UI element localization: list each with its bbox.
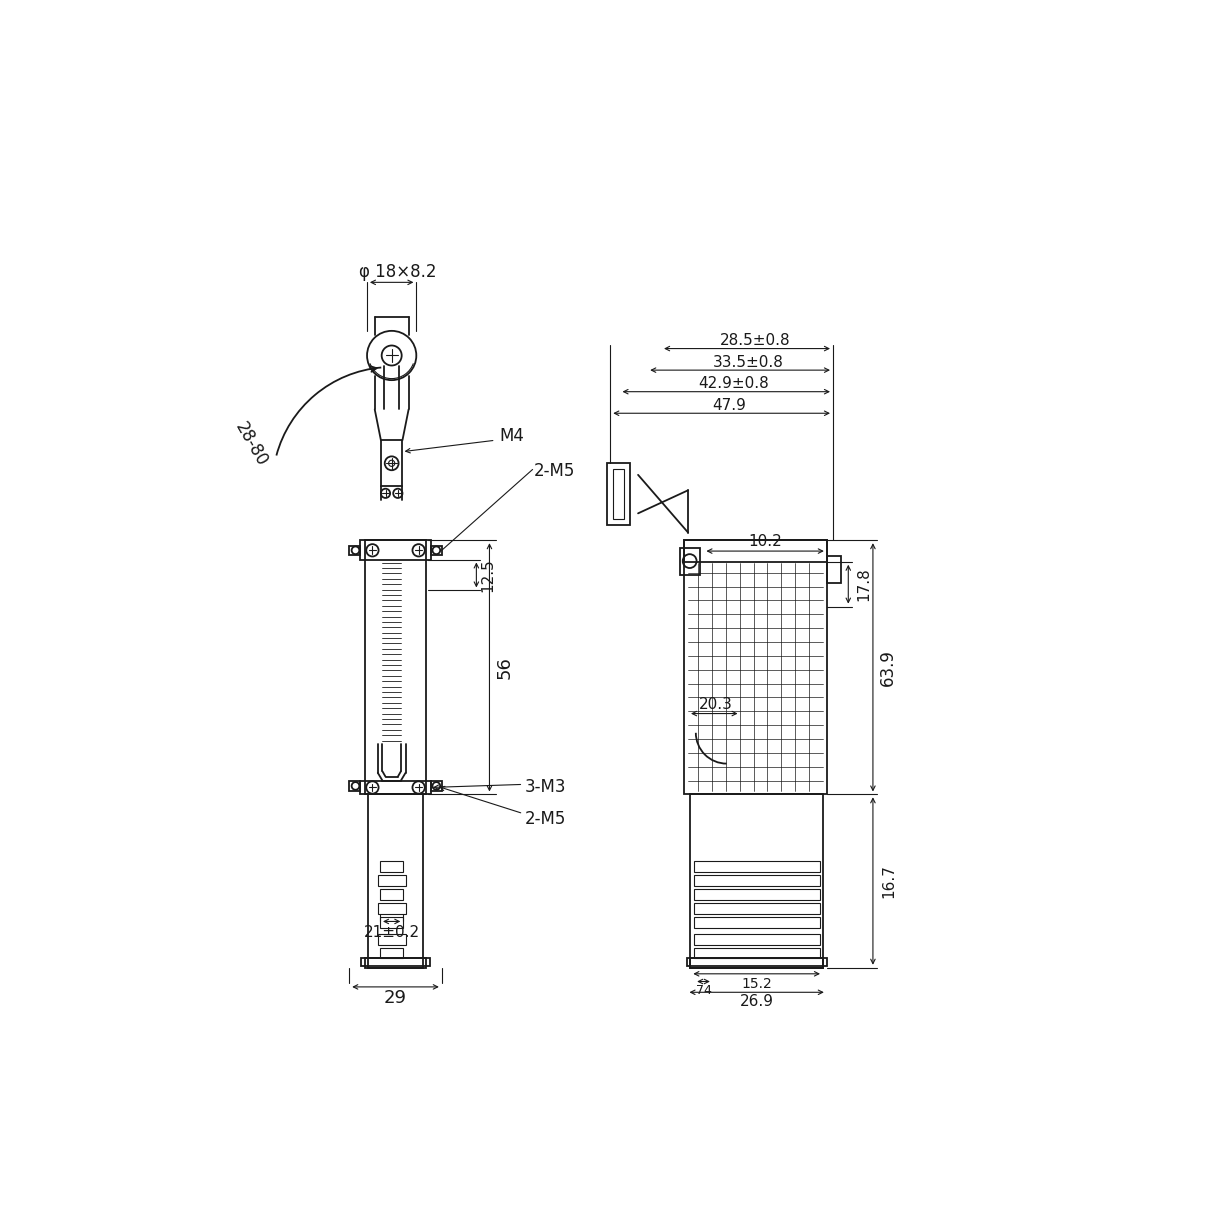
Bar [380, 916, 403, 927]
Text: 47.9: 47.9 [712, 399, 747, 413]
Text: 29: 29 [384, 989, 407, 1006]
Text: 28.5±0.8: 28.5±0.8 [720, 333, 790, 348]
Bar [694, 903, 819, 914]
Bar [690, 795, 823, 968]
Text: 2-M5: 2-M5 [525, 811, 566, 828]
Bar [430, 546, 442, 555]
Text: 12.5: 12.5 [481, 558, 496, 592]
Text: 2-M5: 2-M5 [534, 462, 576, 480]
Bar [365, 958, 427, 968]
Text: 21±0.2: 21±0.2 [364, 925, 419, 940]
Text: 56: 56 [496, 656, 514, 679]
Text: 26.9: 26.9 [739, 994, 774, 1009]
Bar [349, 546, 360, 555]
Text: 74: 74 [696, 984, 711, 998]
Bar [686, 958, 827, 966]
Text: 16.7: 16.7 [881, 865, 895, 898]
Bar [827, 556, 840, 583]
Text: 15.2: 15.2 [742, 977, 772, 991]
Bar [360, 958, 430, 966]
Bar [365, 540, 427, 795]
Bar [694, 876, 819, 886]
Text: 10.2: 10.2 [748, 534, 782, 550]
Bar [380, 889, 403, 900]
Bar [349, 781, 360, 791]
Bar [380, 861, 403, 872]
Bar [360, 540, 430, 560]
Bar [368, 795, 423, 968]
Bar [684, 540, 827, 562]
Bar [690, 958, 823, 968]
Bar [694, 889, 819, 900]
Text: 63.9: 63.9 [879, 649, 898, 686]
Bar [380, 947, 403, 958]
Bar [680, 549, 700, 574]
Bar [614, 470, 624, 519]
Bar [694, 916, 819, 927]
Bar [608, 464, 630, 525]
Bar [381, 440, 402, 486]
Bar [694, 861, 819, 872]
Bar [694, 934, 819, 945]
Bar [360, 781, 430, 795]
Text: 20.3: 20.3 [699, 697, 733, 712]
Text: M4: M4 [499, 427, 524, 445]
Bar [684, 540, 827, 795]
Text: 17.8: 17.8 [856, 567, 871, 601]
Bar [378, 876, 406, 886]
Text: 28-80: 28-80 [231, 418, 271, 470]
Text: φ 18×8.2: φ 18×8.2 [359, 262, 437, 280]
Bar [378, 934, 406, 945]
Text: 42.9±0.8: 42.9±0.8 [699, 376, 769, 391]
Bar [378, 903, 406, 914]
Bar [694, 947, 819, 958]
Text: 33.5±0.8: 33.5±0.8 [712, 355, 784, 370]
Bar [430, 781, 442, 791]
Text: 3-M3: 3-M3 [525, 777, 566, 796]
